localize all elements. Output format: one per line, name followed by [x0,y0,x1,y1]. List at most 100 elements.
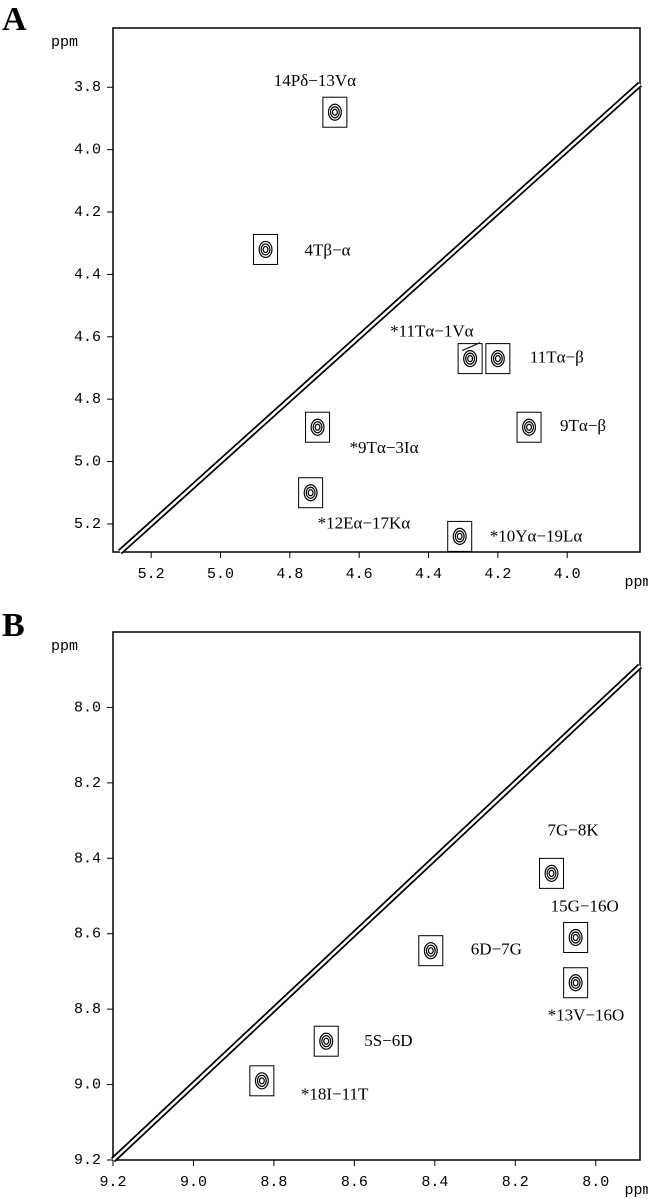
peak-label: *10Yα−19Lα [490,526,583,545]
x-tick-label: 5.2 [138,566,165,583]
x-tick-label: 8.0 [582,1174,609,1191]
contour-ring [305,486,316,499]
peak-label: 7G−8K [547,820,599,839]
contour-ring [331,108,338,116]
peak-label: 15G−16O [551,896,619,915]
peak-box [457,343,483,375]
x-tick-label: 8.8 [260,1174,287,1191]
contour-ring [544,864,559,882]
peak-box [485,343,511,375]
contour-ring [256,1074,267,1087]
contour-ring [454,530,465,543]
contour-ring [452,527,467,546]
peak [485,343,511,375]
y-tick-label: 4.4 [74,266,101,283]
peak-label: 14Pδ−13Vα [274,71,356,90]
peak-label: *18I−11T [301,1085,369,1104]
diagonal-core [119,83,641,553]
plot-frame [112,27,641,553]
peak [563,921,589,953]
contour-ring [568,928,583,947]
contour-ring [329,106,340,119]
y-tick-label: 8.6 [74,926,101,943]
x-axis-label: ppm [624,574,648,591]
contour-ring [427,947,434,955]
x-tick-label: 5.0 [207,566,234,583]
peak [249,1065,275,1097]
contour-ring [258,1077,265,1085]
peak-box [516,411,542,443]
contour-ring [548,869,555,877]
peak [253,233,279,265]
contour-ring [572,979,579,987]
contour-ring [467,355,474,363]
contour-ring [546,867,557,880]
panel-label: A [2,1,27,38]
panel-label: B [2,607,25,644]
contour-ring [463,350,478,368]
peak-box [322,96,348,128]
contour-ring [260,243,271,256]
y-tick-label: 4.6 [74,329,101,346]
x-axis-label: ppm [624,1182,648,1199]
contour-ring [570,976,581,989]
y-axis-label: ppm [51,34,78,51]
peak-label: 6D−7G [471,940,522,959]
peak [447,520,473,552]
contour-ring [522,418,537,436]
contour-ring [312,421,323,434]
x-tick-label: 4.2 [484,566,511,583]
contour-ring [262,245,269,254]
peak-box [253,233,279,265]
peak-box [305,411,331,443]
peak [457,343,483,375]
x-tick-label: 4.0 [554,566,581,583]
contour-ring [425,944,436,957]
peak-box [447,520,473,552]
contour-ring [423,942,438,960]
y-tick-label: 4.8 [74,391,101,408]
peak-box [563,921,589,953]
contour-ring [568,974,583,992]
peak [305,411,331,443]
peak-box [249,1065,275,1097]
peak [298,477,324,509]
contour-ring [319,1032,334,1050]
peak-label: 9Tα−β [560,416,606,435]
peak-label: *12Eα−17Kα [318,514,411,533]
peak [516,411,542,443]
y-axis-label: ppm [51,638,78,655]
contour-ring [465,352,476,365]
contour-ring [456,532,463,541]
contour-ring [526,423,533,431]
contour-ring [310,418,325,436]
contour-ring [572,933,579,942]
contour-ring [307,489,314,497]
y-tick-label: 5.2 [74,516,101,533]
peak-box [313,1025,339,1057]
peak-label: 4Tβ−α [305,240,351,259]
contour-ring [303,484,318,502]
contour-ring [258,240,273,259]
y-tick-label: 8.0 [74,699,101,716]
x-tick-label: 4.4 [415,566,442,583]
x-tick-label: 8.6 [341,1174,368,1191]
contour-ring [570,931,581,944]
x-tick-label: 4.6 [346,566,373,583]
peak [418,935,444,967]
y-tick-label: 8.2 [74,775,101,792]
x-tick-label: 4.8 [276,566,303,583]
x-tick-label: 8.2 [502,1174,529,1191]
x-tick-label: 8.4 [421,1174,448,1191]
peak-label: 11Tα−β [530,348,584,367]
peak [538,857,564,889]
contour-ring [327,103,342,121]
peak-label: 5S−6D [364,1031,412,1050]
plot-frame [112,631,641,1161]
contour-ring [524,421,535,434]
peak-box [563,967,589,999]
contour-ring [314,423,321,431]
peak-box [538,857,564,889]
contour-ring [490,350,505,368]
